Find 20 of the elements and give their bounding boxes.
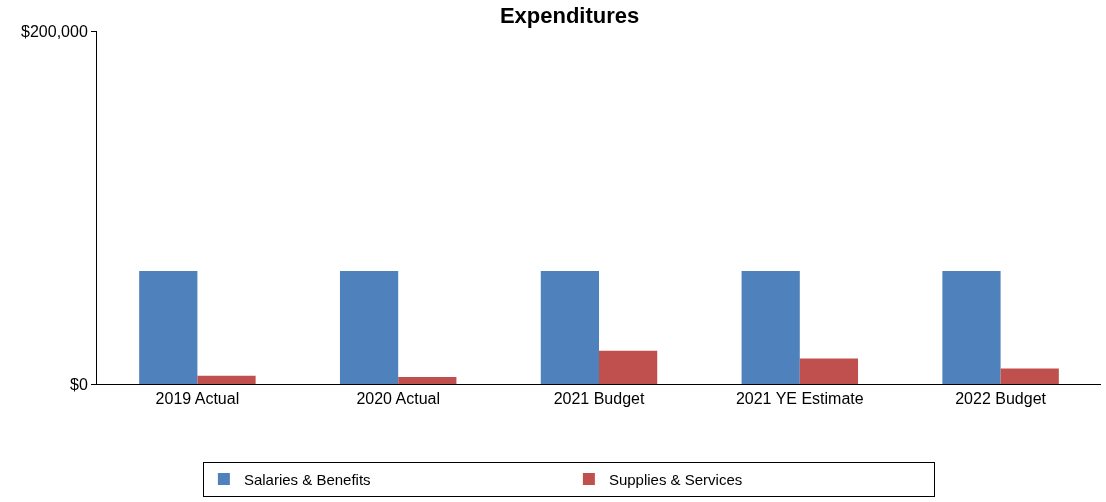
x-tick-label: 2022 Budget <box>955 390 1047 408</box>
bar <box>799 358 859 384</box>
legend-label: Supplies & Services <box>608 470 743 488</box>
y-tick-label: $0 <box>70 375 88 393</box>
legend-label: Salaries & Benefits <box>243 470 371 488</box>
x-tick-label: 2021 Budget <box>553 390 645 408</box>
bar <box>339 271 399 384</box>
bar <box>197 375 256 384</box>
bar <box>942 271 1001 384</box>
y-tick-label: $200,000 <box>21 22 88 40</box>
bar <box>540 271 599 384</box>
bar <box>398 377 457 384</box>
x-tick-label: 2021 YE Estimate <box>735 390 864 408</box>
bar <box>1000 368 1059 384</box>
chart-title: Expenditures <box>499 2 640 28</box>
x-tick-label: 2019 Actual <box>155 390 240 408</box>
x-tick-label: 2020 Actual <box>356 390 441 408</box>
bar <box>599 350 658 384</box>
bar <box>741 271 800 384</box>
bar <box>139 271 198 384</box>
